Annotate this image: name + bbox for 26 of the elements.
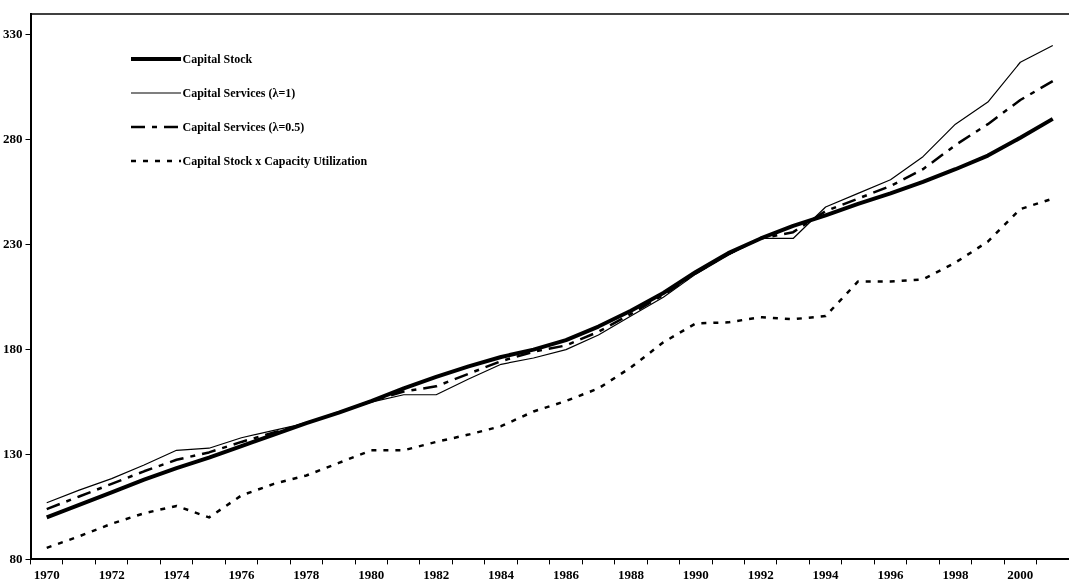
y-tick-label: 230 [3,236,23,252]
x-tick-label: 1990 [682,566,709,582]
x-tick-label: 1986 [552,566,580,582]
x-tick-label: 1984 [488,566,515,582]
legend-label: Capital Services (λ=1) [182,85,296,101]
y-tick-label: 280 [3,131,23,147]
x-tick-label: 1980 [358,566,385,582]
x-tick-label: 1970 [33,566,60,582]
x-tick-label: 1992 [747,566,774,582]
x-tick-label: 1978 [293,566,320,582]
y-tick-label: 80 [9,550,23,566]
x-tick-label: 1976 [228,566,255,582]
x-tick-label: 1994 [812,566,840,582]
legend-label: Capital Stock x Capacity Utilization [182,153,368,169]
x-tick-label: 1972 [98,566,125,582]
y-tick-label: 330 [3,26,23,42]
x-tick-label: 1982 [423,566,450,582]
x-tick-label: 1974 [163,566,191,582]
x-tick-label: 1996 [877,566,905,582]
x-tick-label: 1988 [617,566,645,582]
legend-label: Capital Services (λ=0.5) [182,119,305,135]
x-tick-label: 2000 [1007,566,1034,582]
y-tick-label: 130 [3,445,23,461]
x-tick-label: 1998 [942,566,969,582]
legend-label: Capital Stock [182,51,253,67]
y-tick-label: 180 [3,340,23,356]
